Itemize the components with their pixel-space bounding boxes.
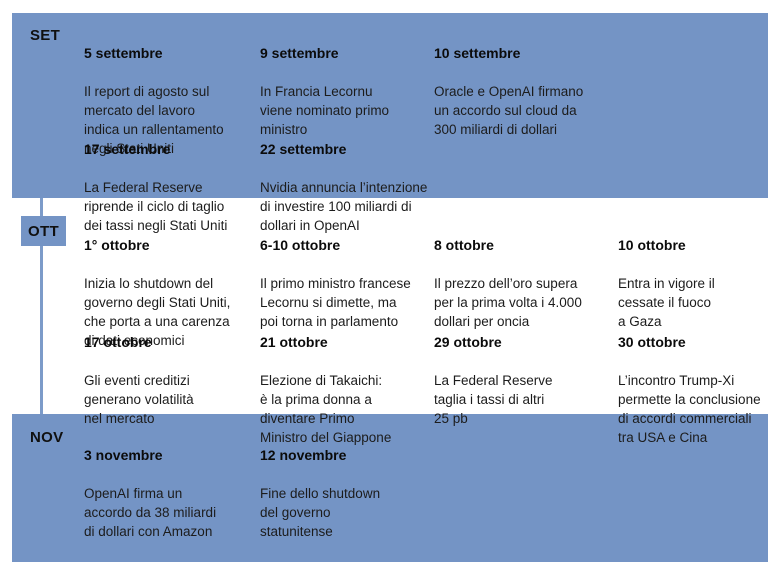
event-description: L’incontro Trump-Xi permette la conclusi… bbox=[618, 373, 761, 445]
timeline-event: 8 ottobre Il prezzo dell’oro supera per … bbox=[434, 218, 582, 349]
event-description: La Federal Reserve taglia i tassi di alt… bbox=[434, 373, 553, 426]
event-date: 17 ottobre bbox=[84, 334, 152, 350]
timeline-event: 22 settembre Nvidia annuncia l’intenzion… bbox=[260, 122, 427, 253]
event-description: Nvidia annuncia l’intenzione di investir… bbox=[260, 180, 428, 233]
timeline-event: 10 ottobre Entra in vigore il cessate il… bbox=[618, 218, 715, 349]
event-date: 1° ottobre bbox=[84, 237, 150, 253]
month-label-box-ott: OTT bbox=[21, 216, 66, 246]
month-label-set: SET bbox=[30, 27, 61, 44]
event-description: Gli eventi creditizi generano volatilità… bbox=[84, 373, 194, 426]
event-date: 10 ottobre bbox=[618, 237, 686, 253]
september-band bbox=[12, 13, 768, 198]
event-description: Inizia lo shutdown del governo degli Sta… bbox=[84, 276, 231, 348]
event-description: Oracle e OpenAI firmano un accordo sul c… bbox=[434, 84, 584, 137]
timeline-event: 9 settembre In Francia Lecornu viene nom… bbox=[260, 26, 389, 157]
event-description: Elezione di Takaichi: è la prima donna a… bbox=[260, 373, 392, 445]
event-date: 10 settembre bbox=[434, 45, 521, 61]
event-date: 21 ottobre bbox=[260, 334, 328, 350]
november-band bbox=[12, 414, 768, 562]
timeline-event: 3 novembre OpenAI firma un accordo da 38… bbox=[84, 428, 216, 559]
event-description: Entra in vigore il cessate il fuoco a Ga… bbox=[618, 276, 715, 329]
event-description: Fine dello shutdown del governo statunit… bbox=[260, 486, 381, 539]
event-description: OpenAI firma un accordo da 38 miliardi d… bbox=[84, 486, 217, 539]
event-description: La Federal Reserve riprende il ciclo di … bbox=[84, 180, 228, 233]
event-date: 30 ottobre bbox=[618, 334, 686, 350]
timeline-event: 10 settembre Oracle e OpenAI firmano un … bbox=[434, 26, 583, 157]
timeline-event: 21 ottobre Elezione di Takaichi: è la pr… bbox=[260, 315, 391, 465]
event-date: 3 novembre bbox=[84, 447, 163, 463]
event-date: 22 settembre bbox=[260, 141, 347, 157]
event-date: 6-10 ottobre bbox=[260, 237, 341, 253]
month-label-ott: OTT bbox=[28, 222, 59, 240]
event-date: 5 settembre bbox=[84, 45, 163, 61]
timeline-event: 17 ottobre Gli eventi creditizi generano… bbox=[84, 315, 194, 446]
month-label-nov: NOV bbox=[30, 429, 64, 446]
timeline-event: 5 settembre Il report di agosto sul merc… bbox=[84, 26, 224, 176]
event-description: Il report di agosto sul mercato del lavo… bbox=[84, 84, 224, 156]
timeline-event: 1° ottobre Inizia lo shutdown del govern… bbox=[84, 218, 230, 368]
timeline-event: 30 ottobre L’incontro Trump-Xi permette … bbox=[618, 315, 761, 465]
event-date: 9 settembre bbox=[260, 45, 339, 61]
timeline-event: 29 ottobre La Federal Reserve taglia i t… bbox=[434, 315, 553, 446]
timeline-event: 6-10 ottobre Il primo ministro francese … bbox=[260, 218, 411, 349]
timeline-connector-line bbox=[40, 198, 43, 414]
event-date: 29 ottobre bbox=[434, 334, 502, 350]
event-description: Il primo ministro francese Lecornu si di… bbox=[260, 276, 411, 329]
event-date: 8 ottobre bbox=[434, 237, 494, 253]
event-date: 12 novembre bbox=[260, 447, 347, 463]
event-description: Il prezzo dell’oro supera per la prima v… bbox=[434, 276, 582, 329]
event-description: In Francia Lecornu viene nominato primo … bbox=[260, 84, 390, 137]
timeline-event: 17 settembre La Federal Reserve riprende… bbox=[84, 122, 227, 253]
event-date: 17 settembre bbox=[84, 141, 171, 157]
timeline-event: 12 novembre Fine dello shutdown del gove… bbox=[260, 428, 380, 559]
